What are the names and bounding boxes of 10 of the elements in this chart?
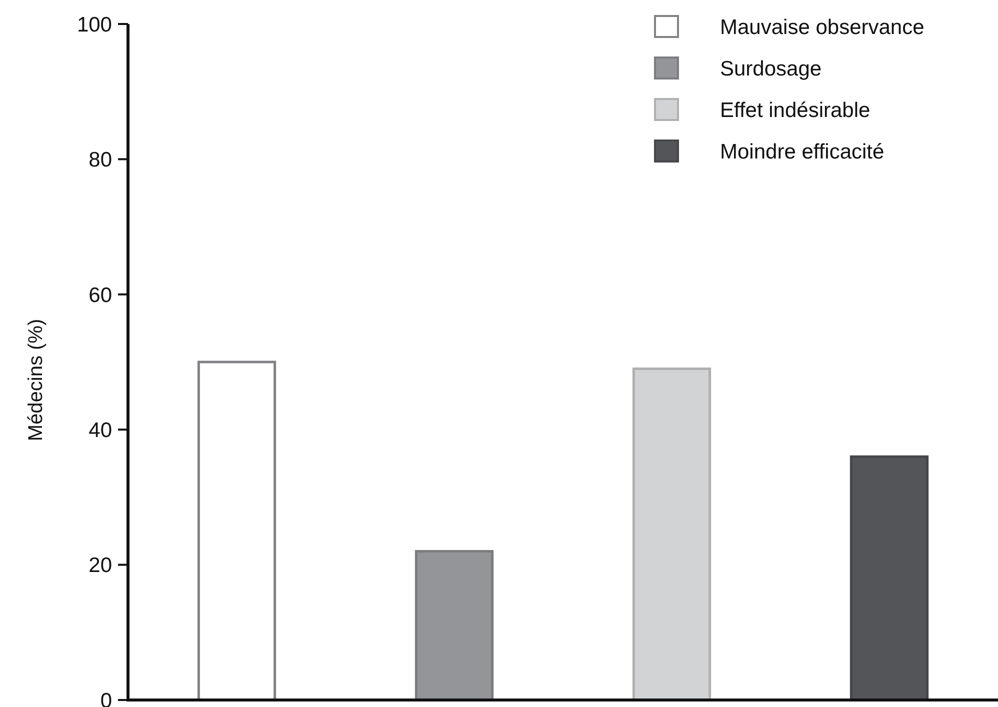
legend-label: Moindre efficacité: [720, 140, 884, 164]
y-tick-label: 80: [88, 148, 112, 172]
legend-label: Effet indésirable: [720, 98, 870, 122]
y-axis-title: Médecins (%): [25, 318, 47, 442]
y-tick-label: 100: [76, 13, 112, 36]
y-tick-label: 40: [88, 418, 112, 442]
y-tick-label: 60: [88, 284, 112, 307]
y-tick-label: 20: [88, 554, 112, 578]
legend-label: Mauvaise observance: [720, 16, 924, 39]
legend-label: Surdosage: [720, 57, 822, 80]
